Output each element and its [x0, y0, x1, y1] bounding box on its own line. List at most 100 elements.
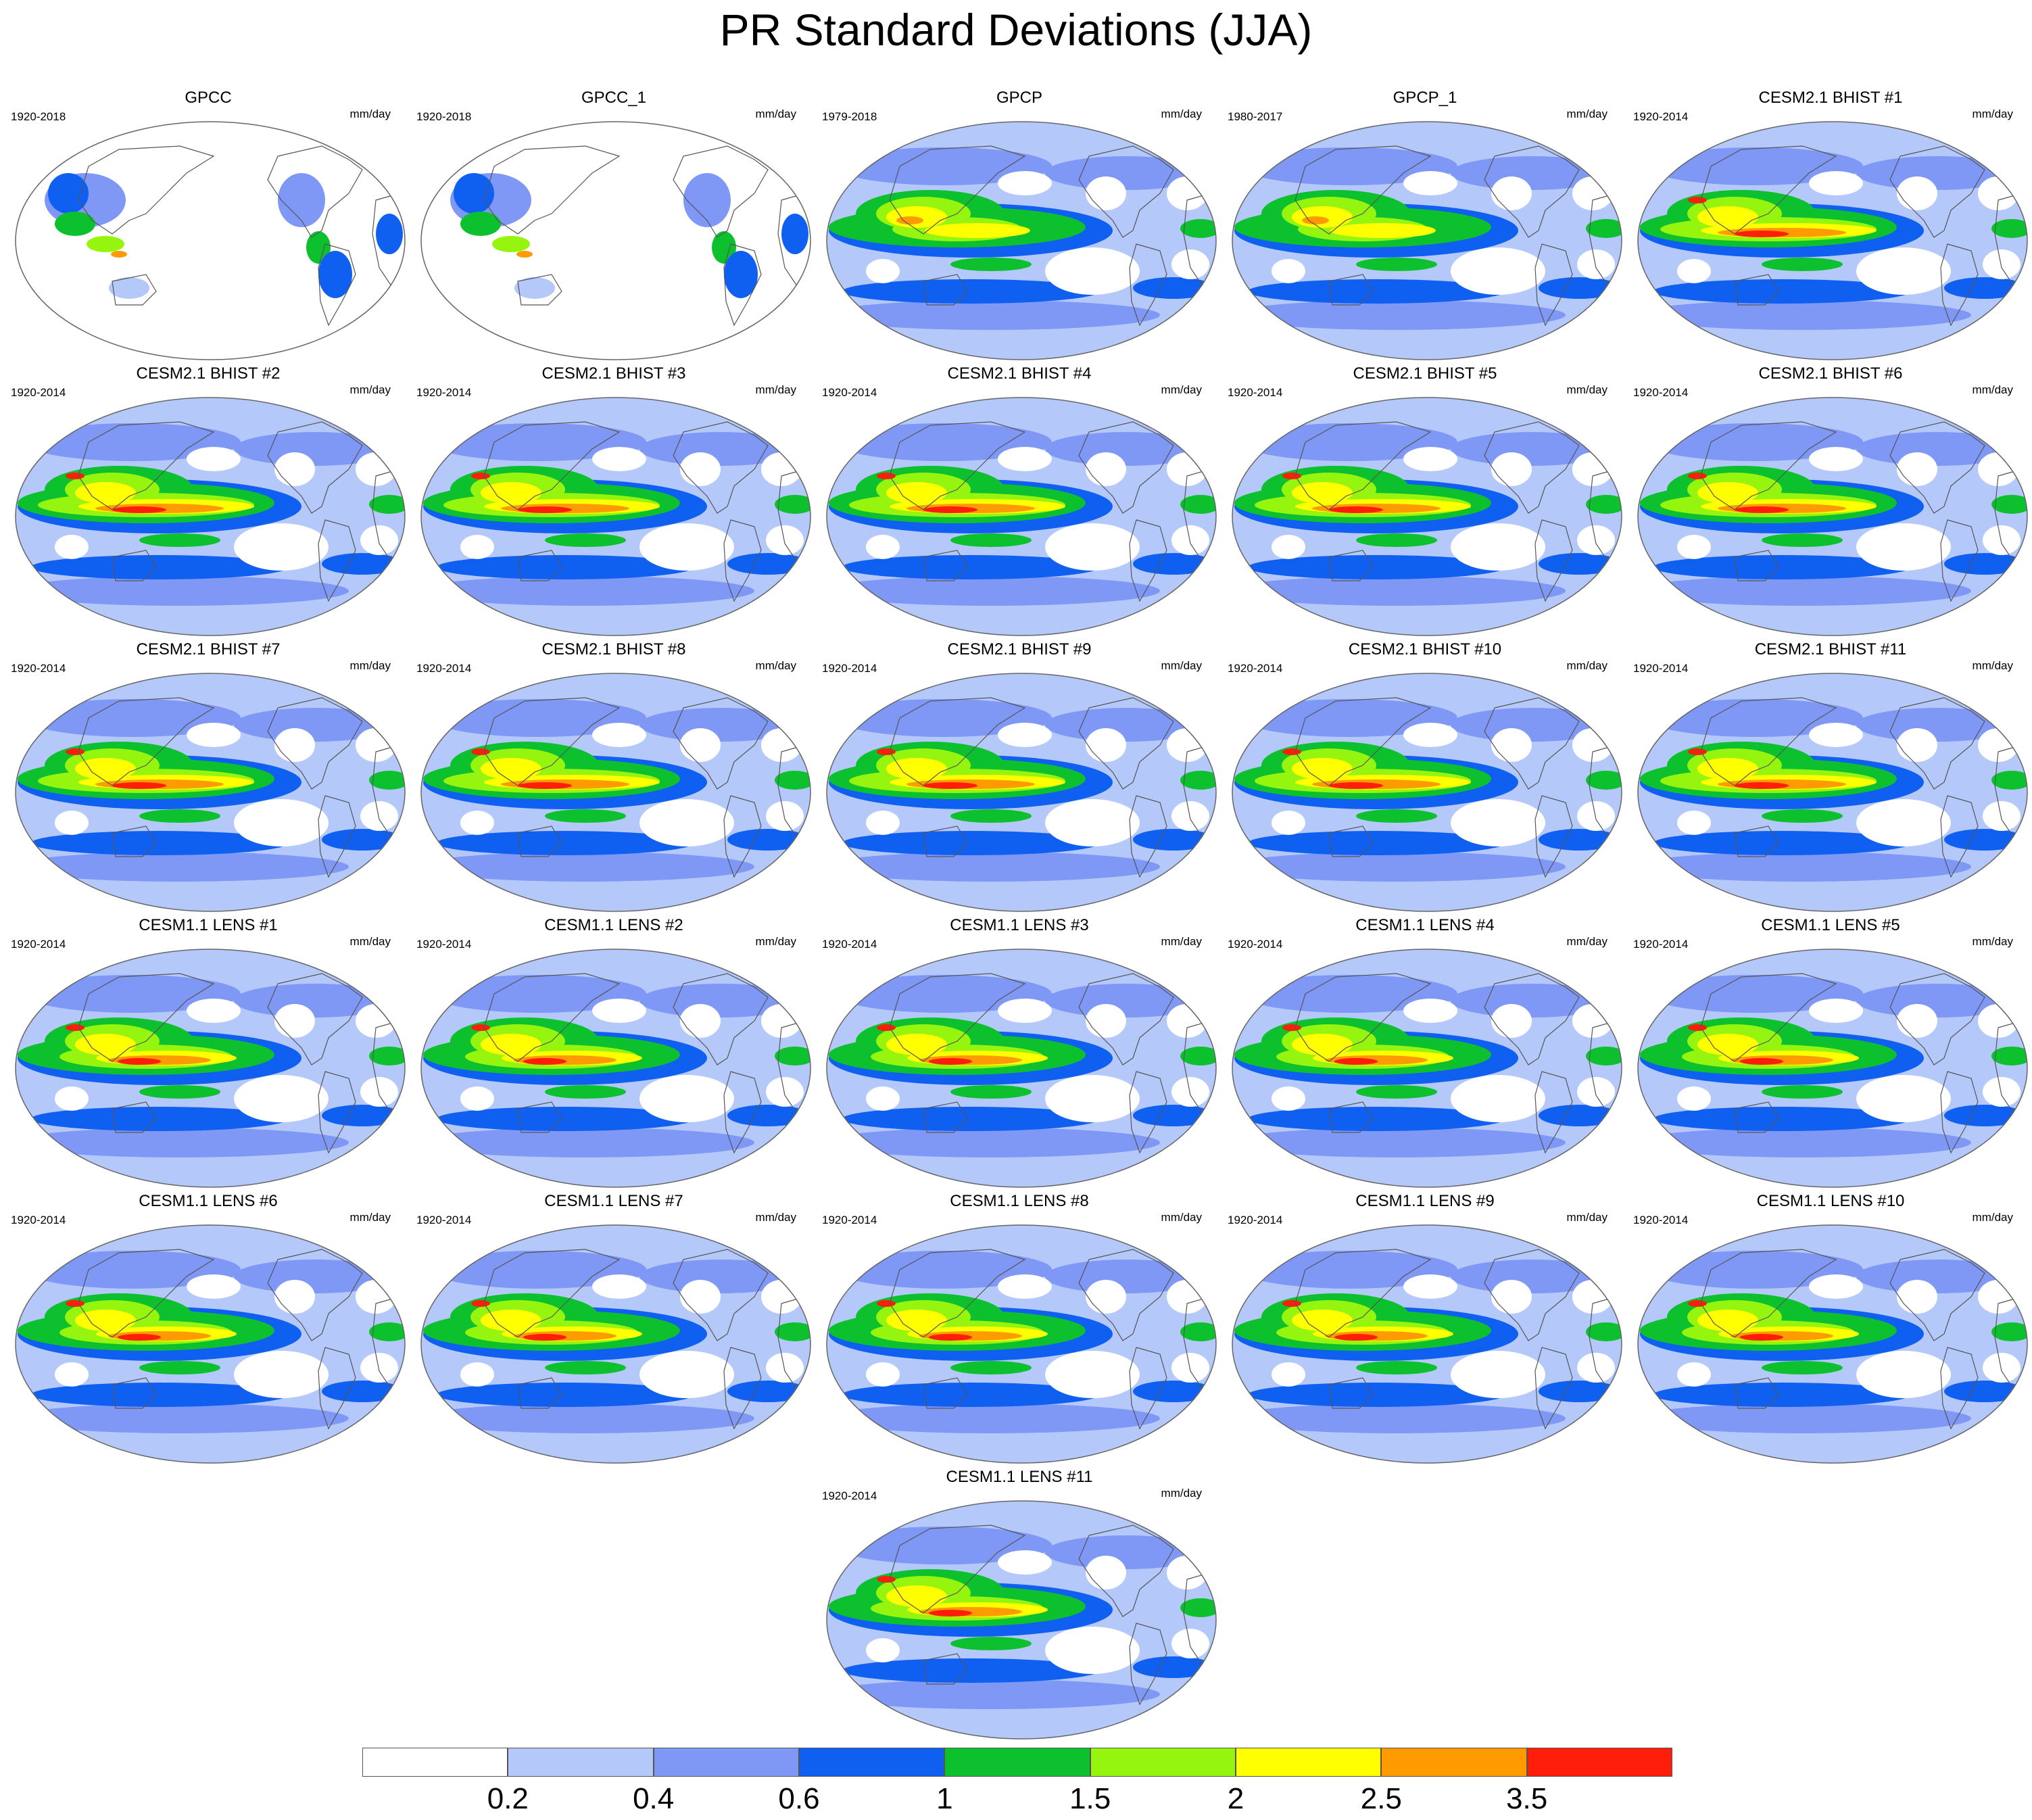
himalaya-core: [66, 1300, 84, 1307]
dry-zone: [1167, 176, 1207, 210]
dry-zone: [1577, 801, 1615, 831]
storm-track: [1638, 1128, 1971, 1157]
monsoon-region: [481, 1034, 541, 1055]
polar-band: [1232, 1439, 1622, 1463]
storm-track: [437, 555, 694, 579]
spcz: [950, 1637, 1032, 1650]
dry-zone: [460, 1362, 494, 1387]
panel-units: mm/day: [1972, 935, 2013, 948]
spcz: [950, 1085, 1032, 1099]
spcz: [139, 533, 220, 547]
itcz-core: [523, 1334, 566, 1341]
panel-title: GPCP_1: [1393, 89, 1457, 107]
dry-zone: [234, 523, 329, 571]
storm-track: [31, 1383, 288, 1407]
dry-zone: [460, 535, 494, 559]
panel-title: CESM2.1 BHIST #9: [947, 640, 1092, 658]
coastline: [78, 697, 215, 786]
map-panel: CESM2.1 BHIST #3 1920-2014 mm/day: [411, 364, 817, 641]
monsoon-region: [1292, 1310, 1353, 1331]
dry-zone: [998, 447, 1052, 471]
dry-zone: [1045, 1351, 1140, 1398]
dry-zone: [766, 525, 804, 555]
himalaya-core: [471, 473, 490, 479]
monsoon-region: [1697, 206, 1758, 228]
coastline: [112, 550, 157, 581]
panel-units: mm/day: [1972, 1211, 2013, 1224]
spcz: [139, 809, 220, 823]
panel-units: mm/day: [1161, 659, 1202, 672]
storm-track: [827, 1128, 1160, 1157]
panel-period: 1979-2018: [822, 110, 877, 123]
dry-zone: [187, 447, 241, 471]
world-map: [1232, 1224, 1622, 1464]
polar-band: [827, 673, 1216, 694]
panel-units: mm/day: [1566, 659, 1607, 672]
coastline: [1328, 274, 1374, 306]
polar-band: [421, 398, 811, 418]
coastline: [1078, 1525, 1174, 1617]
storm-track: [1653, 1107, 1910, 1131]
dry-zone: [1491, 176, 1532, 210]
storm-track: [1133, 1381, 1214, 1402]
coastline: [1129, 243, 1167, 327]
dry-zone: [1086, 1556, 1126, 1589]
spcz: [1762, 258, 1843, 271]
storm-track: [1133, 829, 1214, 851]
dry-zone: [1856, 1351, 1951, 1398]
storm-track: [1232, 576, 1566, 606]
land-precip-field: [48, 173, 89, 214]
himalaya-core: [66, 473, 84, 479]
storm-track: [1539, 1105, 1620, 1126]
polar-band: [827, 122, 1216, 143]
colorbar-box: [799, 1748, 945, 1777]
dry-zone: [1491, 728, 1532, 762]
colorbar-tick-label: 0.4: [633, 1782, 675, 1815]
panel-units: mm/day: [349, 107, 391, 120]
storm-track: [1241, 975, 1457, 1013]
itcz-band: [1991, 771, 2027, 790]
map-background: [16, 122, 405, 360]
itcz-band: [1180, 1047, 1216, 1065]
coastline: [723, 795, 762, 878]
polar-band: [1638, 1439, 2027, 1463]
storm-track: [836, 1251, 1052, 1289]
coastline: [318, 519, 356, 602]
storm-track: [836, 423, 1052, 461]
coastline: [112, 274, 157, 306]
storm-track: [430, 699, 646, 737]
dry-zone: [187, 999, 241, 1023]
dry-zone: [1045, 799, 1140, 846]
coastline: [318, 1071, 356, 1154]
panel-title: CESM2.1 BHIST #10: [1348, 640, 1502, 658]
panel-title: CESM2.1 BHIST #1: [1758, 89, 1903, 107]
world-map: [1637, 121, 2028, 360]
storm-track: [836, 1527, 1052, 1564]
coastline: [1328, 825, 1374, 857]
dry-zone: [1403, 1274, 1457, 1299]
dry-zone: [1171, 249, 1209, 279]
dry-zone: [360, 1353, 398, 1383]
himalaya-core: [877, 1576, 896, 1583]
itcz-band: [1180, 219, 1216, 238]
map-panel: CESM2.1 BHIST #8 1920-2014 mm/day: [411, 640, 817, 917]
polar-band: [1638, 887, 2027, 911]
dry-zone: [1451, 523, 1545, 571]
map-panel: CESM1.1 LENS #4 1920-2014 mm/day: [1222, 915, 1628, 1193]
coastline: [1734, 825, 1779, 857]
map-border: [420, 121, 811, 360]
itcz-band: [1991, 1322, 2027, 1341]
dry-zone: [1171, 1077, 1209, 1107]
coastline: [1734, 1377, 1779, 1409]
dry-zone: [234, 1075, 329, 1122]
dry-zone: [1572, 176, 1613, 210]
colorbar-box: [1090, 1748, 1236, 1777]
colorbar-tick-label: 2.5: [1360, 1782, 1402, 1815]
dry-zone: [1491, 1280, 1532, 1314]
map-panel: CESM1.1 LENS #1 1920-2014 mm/day: [5, 915, 411, 1193]
monsoon-region: [75, 482, 136, 504]
monsoon-region: [1697, 1034, 1758, 1055]
dry-zone: [592, 1274, 646, 1299]
dry-zone: [1272, 1362, 1305, 1387]
coastline: [889, 973, 1026, 1062]
